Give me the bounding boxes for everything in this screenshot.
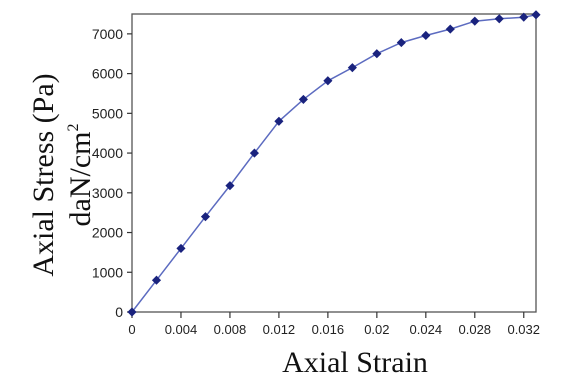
y-tick-label: 0 xyxy=(115,304,123,320)
y-axis-unit-superscript: 2 xyxy=(65,124,82,132)
series-line xyxy=(131,14,537,313)
plot-frame xyxy=(131,13,537,313)
y-axis-ticks: 0 1000 2000 3000 4000 5000 6000 7000 xyxy=(92,26,132,320)
y-axis-unit-text: daN/cm2 xyxy=(64,124,97,227)
y-axis-title-line1: Axial Stress (Pa) xyxy=(27,73,60,276)
x-tick-label: 0.032 xyxy=(507,322,540,337)
data-point xyxy=(421,30,431,41)
x-axis-title: Axial Strain xyxy=(282,346,428,378)
y-axis-unit-base: daN/cm xyxy=(64,132,97,227)
data-point xyxy=(225,181,235,191)
data-point xyxy=(298,94,308,104)
data-point xyxy=(127,307,137,317)
data-point xyxy=(200,212,211,222)
data-series xyxy=(127,10,541,317)
y-tick-label: 1000 xyxy=(92,264,123,280)
data-point xyxy=(396,38,406,48)
data-point xyxy=(151,275,162,285)
y-tick-label: 5000 xyxy=(92,105,123,121)
x-tick-label: 0 xyxy=(128,322,135,337)
y-tick-label: 2000 xyxy=(92,225,123,241)
x-tick-label: 0.024 xyxy=(410,322,443,337)
y-axis-title: Axial Stress (Pa) xyxy=(27,73,60,276)
y-tick-label: 4000 xyxy=(92,145,123,161)
data-point xyxy=(470,16,480,26)
plot-area xyxy=(131,13,537,313)
x-tick-label: 0.028 xyxy=(459,322,492,337)
y-tick-label: 3000 xyxy=(92,185,123,201)
data-point xyxy=(531,10,541,20)
y-tick-label: 7000 xyxy=(92,26,123,42)
data-point xyxy=(372,49,382,59)
data-point xyxy=(519,12,529,22)
data-point xyxy=(249,148,259,158)
y-axis-unit: daN/cm2 xyxy=(64,124,97,227)
data-point xyxy=(323,76,333,86)
x-tick-label: 0.004 xyxy=(165,322,198,337)
x-tick-label: 0.016 xyxy=(312,322,345,337)
data-point xyxy=(176,243,186,253)
data-point xyxy=(494,14,504,24)
x-tick-label: 0.02 xyxy=(364,322,389,337)
y-tick-label: 6000 xyxy=(92,66,123,82)
x-tick-label: 0.008 xyxy=(214,322,247,337)
x-axis-ticks: 0 0.004 0.008 0.012 0.016 0.02 0.024 0.028 0.032 xyxy=(128,312,540,337)
data-point xyxy=(445,24,455,34)
x-tick-label: 0.012 xyxy=(263,322,296,337)
data-point xyxy=(347,63,357,73)
data-point xyxy=(274,116,284,126)
